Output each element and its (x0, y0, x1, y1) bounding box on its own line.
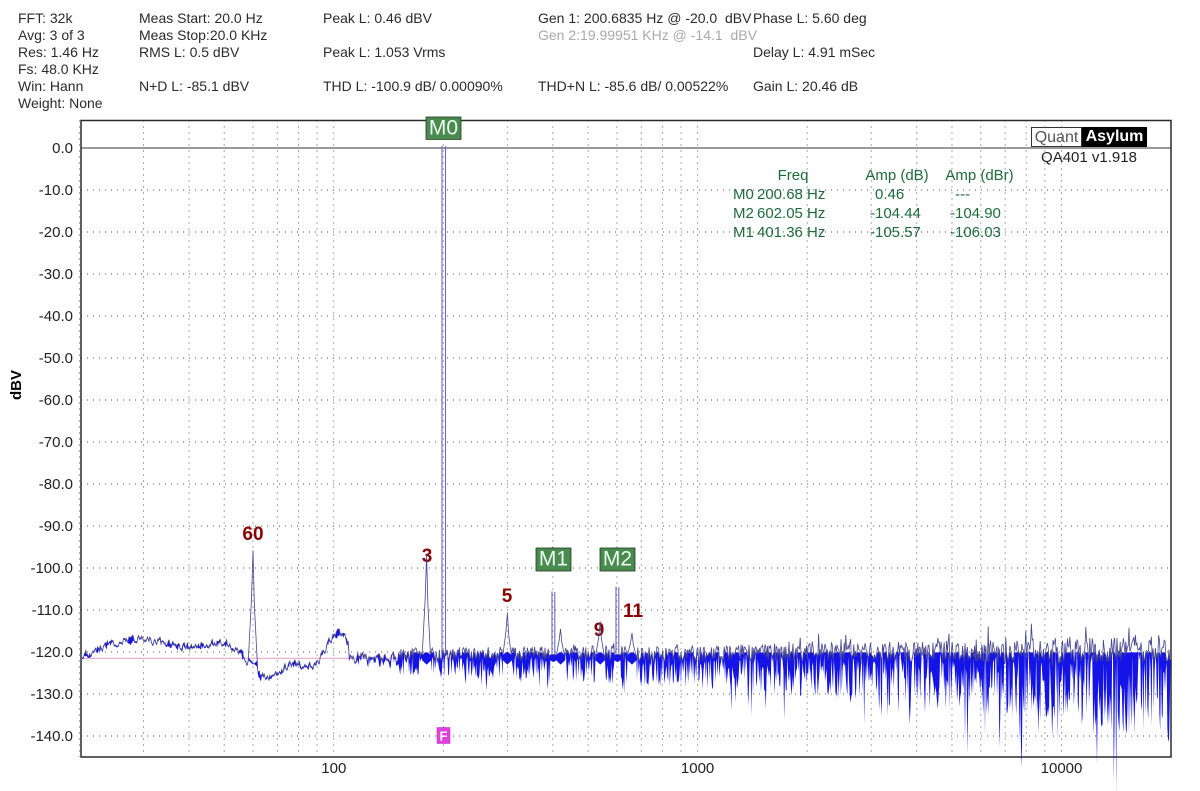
svg-text:F: F (440, 729, 448, 744)
svg-text:M0: M0 (429, 117, 458, 140)
svg-text:M1: M1 (539, 548, 568, 571)
svg-text:5: 5 (502, 586, 513, 607)
svg-text:M2: M2 (603, 548, 632, 571)
svg-text:11: 11 (623, 601, 644, 622)
svg-text:60: 60 (242, 524, 263, 545)
